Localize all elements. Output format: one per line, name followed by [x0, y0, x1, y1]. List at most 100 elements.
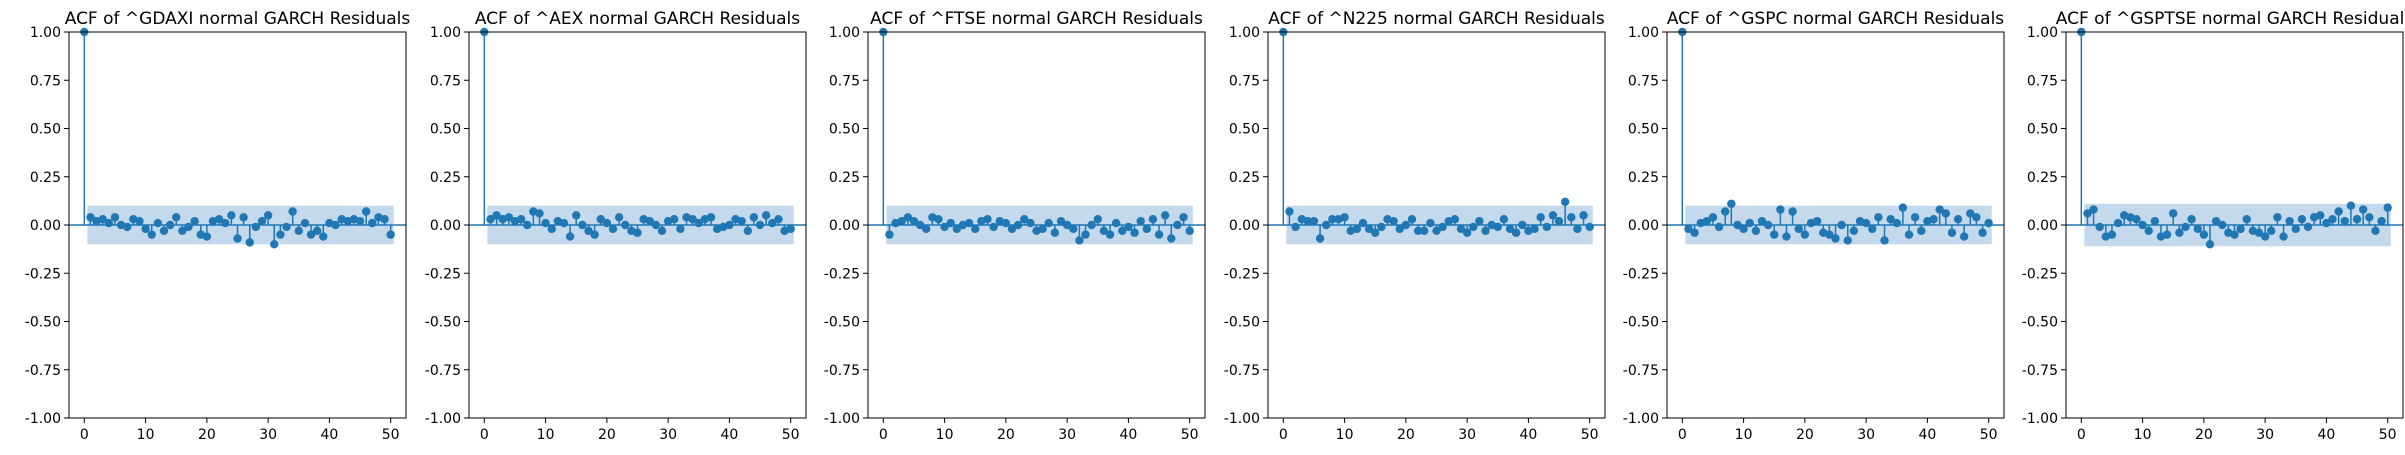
acf-point — [676, 224, 685, 234]
acf-point — [361, 207, 371, 216]
acf-point — [1751, 226, 1761, 235]
acf-point — [572, 211, 581, 220]
acf-point — [608, 224, 618, 234]
acf-point — [1745, 218, 1754, 228]
acf-point — [1111, 218, 1121, 228]
acf-point — [971, 224, 980, 234]
acf-point — [547, 224, 556, 234]
acf-point — [645, 216, 654, 226]
acf-point — [492, 211, 501, 220]
x-tick-label: 10 — [537, 427, 555, 443]
acf-point — [1959, 232, 1969, 241]
y-tick-label: -0.50 — [25, 315, 61, 331]
y-tick-label: 1.00 — [1229, 25, 1260, 41]
y-tick-label: 0.25 — [1628, 170, 1659, 186]
acf-point — [602, 218, 612, 228]
acf-point — [2260, 232, 2270, 241]
acf-point — [1499, 215, 1509, 224]
acf-point — [1868, 224, 1877, 234]
y-tick-label: -1.00 — [1224, 411, 1260, 427]
x-tick-label: 10 — [2134, 427, 2152, 443]
acf-point — [1941, 209, 1950, 218]
y-tick-label: 0.50 — [430, 122, 461, 138]
y-tick-label: 0.50 — [30, 122, 61, 138]
acf-point — [1511, 228, 1521, 237]
acf-point — [2089, 205, 2098, 214]
y-tick-label: 1.00 — [1628, 25, 1659, 41]
acf-point — [578, 220, 587, 230]
y-tick-label: -0.50 — [1224, 315, 1260, 331]
acf-point — [596, 215, 605, 224]
acf-point — [178, 226, 187, 235]
acf-point — [1874, 213, 1883, 222]
acf-point — [2285, 216, 2294, 226]
acf-point — [2328, 215, 2337, 224]
acf-point — [1142, 224, 1151, 234]
acf-point — [1560, 197, 1570, 207]
x-tick-label: 40 — [1119, 427, 1137, 443]
acf-point — [1831, 234, 1840, 243]
acf-point — [312, 226, 322, 235]
y-tick-label: 0.00 — [430, 218, 461, 234]
x-tick-label: 20 — [598, 427, 616, 443]
acf-point — [2371, 226, 2380, 235]
acf-point — [2187, 215, 2196, 224]
acf-point — [1105, 230, 1115, 239]
x-tick-label: 50 — [1581, 427, 1599, 443]
acf-point — [1892, 218, 1901, 228]
acf-point — [940, 222, 949, 232]
acf-point — [737, 216, 746, 226]
acf-point — [1929, 215, 1938, 224]
acf-point — [221, 218, 230, 228]
acf-point — [964, 218, 974, 228]
x-tick-label: 10 — [137, 427, 155, 443]
y-tick-label: -0.50 — [824, 315, 860, 331]
acf-point — [504, 213, 514, 222]
acf-point — [1843, 236, 1852, 245]
acf-point — [2279, 232, 2288, 241]
acf-point — [2303, 222, 2313, 232]
y-tick-label: 0.25 — [430, 170, 461, 186]
acf-point — [523, 220, 532, 230]
acf-point — [885, 230, 894, 239]
acf-point — [1285, 207, 1294, 216]
acf-panel-3: ACF of ^FTSE normal GARCH Residuals -1.00… — [824, 9, 1206, 443]
acf-point — [1154, 230, 1164, 239]
y-tick-label: 0.00 — [30, 218, 61, 234]
x-tick-label: 30 — [659, 427, 677, 443]
acf-point — [706, 213, 716, 222]
acf-point — [123, 222, 132, 232]
acf-point — [1069, 224, 1078, 234]
acf-point — [294, 226, 303, 235]
acf-point — [1684, 224, 1693, 234]
acf-point — [903, 213, 913, 222]
acf-point — [1309, 216, 1319, 226]
acf-point — [633, 228, 642, 237]
acf-point — [565, 232, 575, 241]
acf-point — [380, 215, 389, 224]
y-tick-label: 0.00 — [2027, 218, 2058, 234]
acf-point — [1358, 218, 1368, 228]
acf-point — [1130, 228, 1139, 237]
acf-point — [172, 213, 181, 222]
acf-point — [331, 220, 340, 230]
acf-point — [135, 216, 144, 226]
acf-point — [2193, 224, 2202, 234]
acf-point — [1056, 216, 1066, 226]
acf-point — [2095, 222, 2104, 232]
acf-point — [1585, 222, 1594, 232]
y-tick-label: 1.00 — [430, 25, 461, 41]
x-tick-label: 40 — [720, 427, 738, 443]
acf-point — [2144, 226, 2153, 235]
acf-point — [755, 220, 765, 230]
acf-point — [355, 216, 365, 226]
acf-panel-2: ACF of ^AEX normal GARCH Residuals -1.00 -… — [425, 9, 807, 443]
acf-point — [1438, 222, 1447, 232]
acf-point — [2211, 216, 2221, 226]
acf-point — [1910, 213, 1920, 222]
acf-point — [749, 213, 759, 222]
x-tick-label: 50 — [2379, 427, 2397, 443]
y-tick-label: 0.75 — [2027, 73, 2058, 89]
x-tick-label: 0 — [1678, 427, 1687, 443]
y-tick-label: 0.75 — [1628, 73, 1659, 89]
